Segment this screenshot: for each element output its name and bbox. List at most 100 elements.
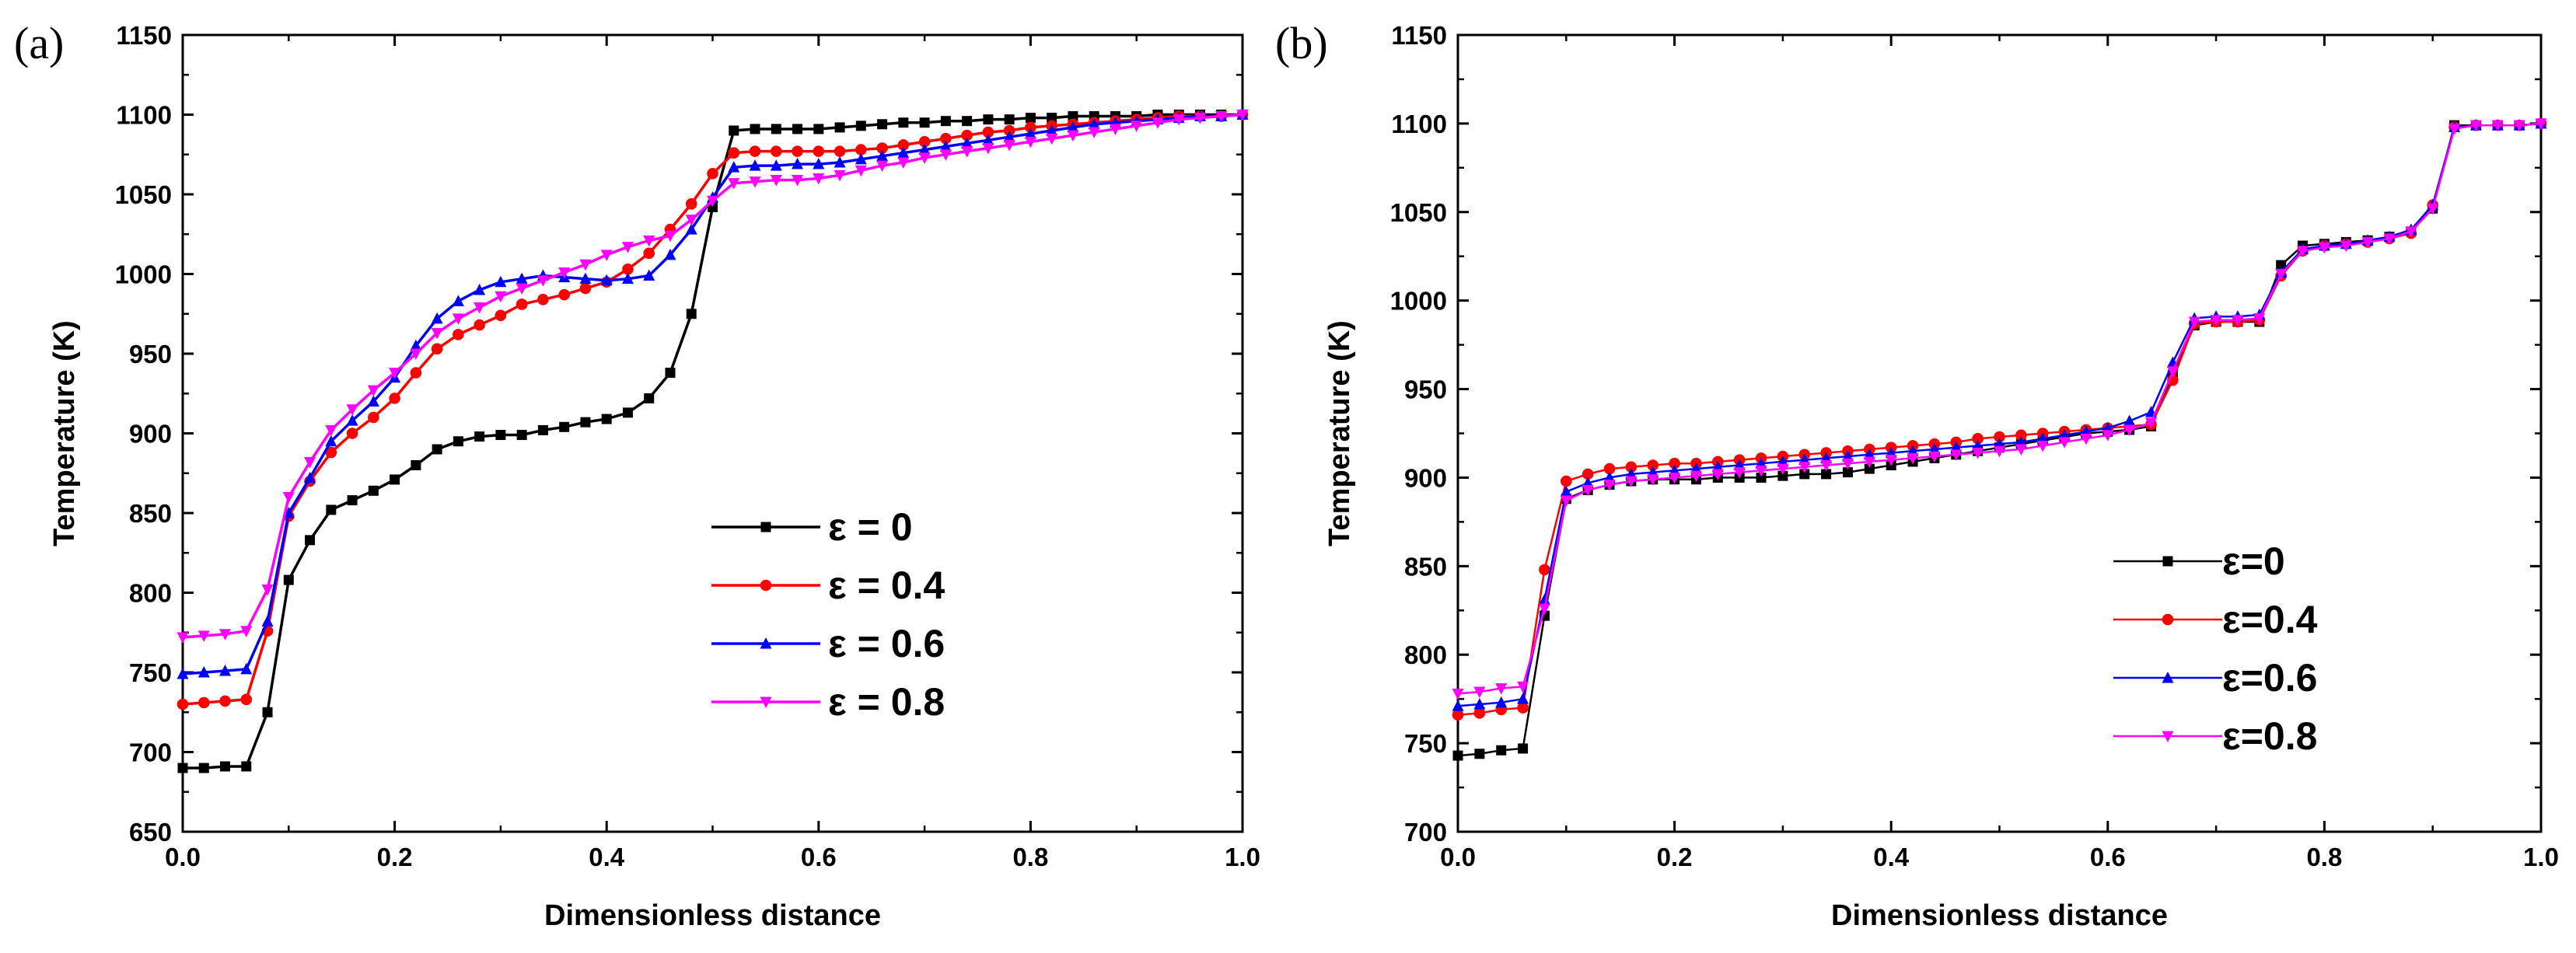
legend-item: ε = 0.4 — [711, 564, 945, 607]
data-point — [1560, 495, 1572, 508]
data-point — [1603, 480, 1616, 491]
data-point — [2253, 312, 2266, 325]
data-point — [261, 584, 274, 596]
data-point — [1647, 474, 1659, 486]
data-point — [1994, 445, 2005, 458]
data-point — [2145, 417, 2158, 429]
legend-marker — [760, 522, 771, 532]
legend-label: ε=0.4 — [2222, 598, 2318, 641]
data-point — [1518, 743, 1529, 754]
data-point — [558, 267, 571, 279]
data-point — [918, 136, 931, 148]
data-point — [1473, 698, 1486, 710]
y-tick-label: 750 — [129, 658, 172, 687]
data-point — [940, 132, 952, 145]
data-point — [537, 275, 549, 287]
data-point — [1088, 117, 1100, 130]
data-point — [2275, 269, 2288, 281]
data-point — [390, 474, 400, 485]
data-point — [664, 248, 676, 260]
x-tick-label: 0.4 — [1873, 843, 1910, 871]
data-point — [644, 393, 655, 403]
y-tick-label: 900 — [129, 420, 172, 449]
data-point — [897, 139, 910, 151]
data-point — [1755, 465, 1767, 477]
legend-marker — [760, 579, 772, 592]
data-point — [431, 327, 443, 340]
data-point — [1821, 469, 1832, 480]
data-point — [495, 309, 507, 322]
y-tick-label: 1150 — [116, 21, 172, 50]
plot-frame — [181, 33, 1244, 833]
data-point — [792, 158, 804, 169]
data-point — [177, 632, 189, 644]
data-point — [1067, 130, 1079, 142]
data-point — [516, 283, 528, 295]
data-point — [664, 230, 676, 243]
y-tick-label: 1000 — [115, 260, 172, 289]
x-tick-label: 1.0 — [1225, 843, 1260, 871]
data-point — [1603, 463, 1616, 475]
data-point — [813, 145, 825, 157]
data-point — [1842, 467, 1853, 478]
data-point — [2513, 120, 2525, 132]
data-point — [813, 158, 825, 169]
data-point — [728, 161, 740, 173]
y-tick-label: 750 — [1404, 729, 1447, 758]
data-point — [1004, 114, 1015, 125]
legend: ε=0 ε=0.4 ε=0.6 ε=0.8 — [2113, 539, 2318, 758]
data-point — [982, 134, 994, 145]
data-point — [600, 250, 613, 261]
data-point — [325, 424, 337, 437]
y-tick-label: 1150 — [1391, 21, 1447, 50]
data-point — [643, 235, 655, 247]
data-point — [1560, 485, 1572, 497]
data-point — [961, 129, 973, 141]
x-tick-label: 0.6 — [2090, 843, 2126, 871]
data-point — [898, 117, 909, 128]
data-point — [177, 763, 188, 773]
series-line — [1457, 122, 2542, 707]
data-point — [855, 165, 867, 177]
data-point — [876, 142, 888, 154]
data-point — [983, 114, 994, 125]
data-point — [197, 630, 210, 642]
data-point — [410, 339, 422, 351]
data-point — [219, 629, 232, 641]
data-point — [367, 395, 379, 407]
data-point — [982, 126, 994, 138]
legend-item: ε=0.4 — [2113, 598, 2318, 641]
data-point — [685, 197, 697, 210]
y-tick-label: 800 — [1404, 641, 1447, 669]
data-point — [855, 120, 866, 131]
data-point — [2491, 120, 2504, 132]
data-point — [962, 116, 973, 127]
y-tick-label: 1100 — [116, 101, 172, 130]
data-point — [1841, 458, 1854, 470]
data-point — [1452, 750, 1463, 761]
data-point — [261, 615, 274, 627]
data-point — [325, 446, 337, 459]
data-point — [1068, 111, 1078, 122]
data-point — [897, 146, 910, 159]
data-point — [220, 761, 231, 772]
data-point — [770, 159, 782, 171]
data-point — [410, 367, 422, 379]
data-point — [474, 302, 486, 314]
data-point — [474, 319, 485, 331]
data-point — [1538, 593, 1550, 606]
data-point — [707, 168, 718, 180]
data-point — [1625, 461, 1638, 473]
data-point — [262, 707, 273, 717]
data-point — [1046, 133, 1058, 145]
data-point — [2015, 444, 2027, 456]
data-point — [813, 124, 824, 134]
data-point — [559, 421, 570, 432]
x-tick-label: 0.6 — [801, 843, 837, 871]
data-point — [1152, 117, 1164, 129]
data-point — [919, 117, 930, 128]
data-point — [749, 159, 761, 171]
data-point — [918, 152, 931, 164]
data-point — [410, 348, 422, 360]
